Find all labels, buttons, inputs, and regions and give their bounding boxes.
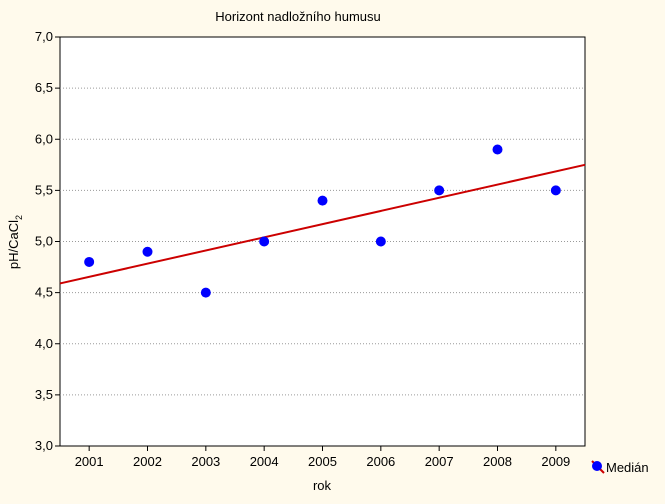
x-tick-label: 2009 [541,454,570,469]
data-point [375,236,386,247]
data-point [317,195,328,206]
data-point [492,144,503,155]
y-axis-label-subscript: 2 [14,215,24,220]
y-axis-label-main: pH/CaCl [6,220,21,269]
y-tick-label: 3,5 [35,387,53,402]
trend-line [59,163,586,285]
x-tick-label: 2003 [191,454,220,469]
data-points [84,144,561,298]
x-tick-label: 2008 [483,454,512,469]
grid-lines [60,87,585,396]
x-tick-label: 2002 [133,454,162,469]
legend-label: Medián [606,460,649,475]
x-tick-label: 2007 [425,454,454,469]
y-axis-ticks: 3,0 3,5 4,0 4,5 5,0 5,5 6,0 6,5 7,0 [35,29,60,453]
data-point [84,256,95,267]
legend: Medián [591,460,649,475]
y-axis-label: pH/CaCl2 [6,215,24,269]
x-tick-label: 2001 [75,454,104,469]
x-tick-label: 2006 [366,454,395,469]
x-tick-label: 2005 [308,454,337,469]
data-point [259,236,270,247]
data-point [142,246,153,257]
chart-title: Horizont nadložního humusu [215,9,381,24]
x-axis-label: rok [313,478,332,493]
legend-marker-swatch [592,461,602,471]
y-tick-label: 4,0 [35,336,53,351]
y-tick-label: 5,5 [35,182,53,197]
data-point [434,185,445,196]
x-tick-label: 2004 [250,454,279,469]
y-tick-label: 4,5 [35,285,53,300]
y-tick-label: 6,0 [35,131,53,146]
x-axis-ticks: 2001 2002 2003 2004 2005 2006 2007 2008 2009 [75,446,570,469]
data-point [200,287,211,298]
y-tick-label: 6,5 [35,80,53,95]
y-tick-label: 5,0 [35,234,53,249]
y-tick-label: 7,0 [35,29,53,44]
trend-line-layer [59,163,586,285]
y-tick-label: 3,0 [35,438,53,453]
data-point [550,185,561,196]
